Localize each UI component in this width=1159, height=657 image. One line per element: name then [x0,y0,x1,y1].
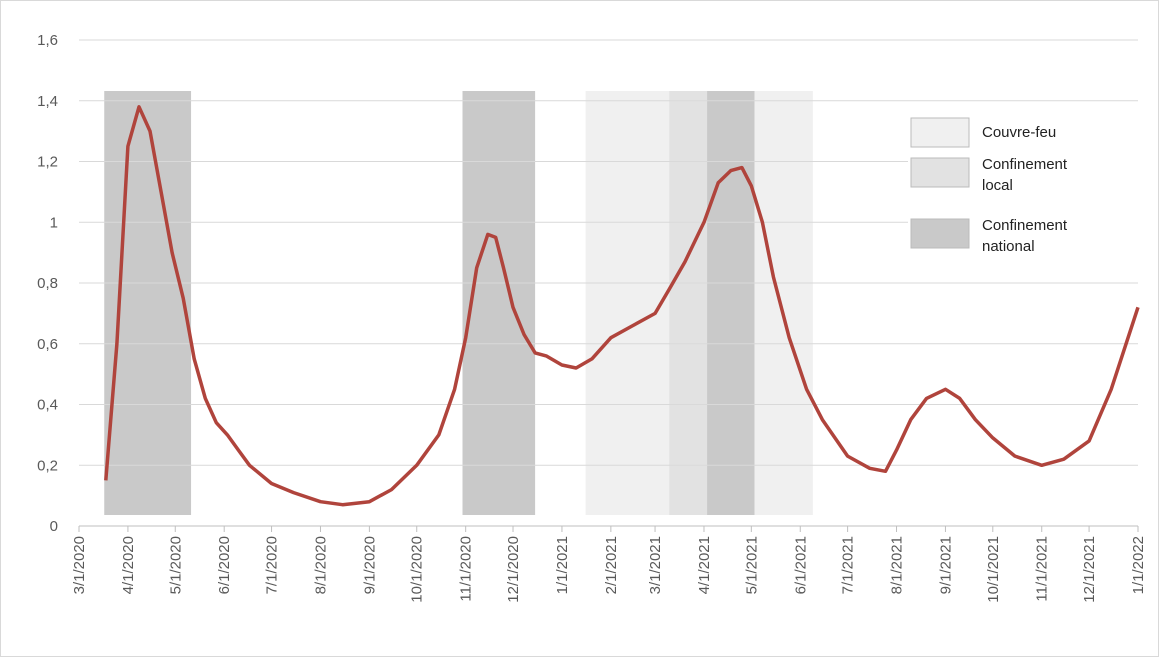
x-tick-label: 3/1/2020 [71,536,88,594]
x-tick-label: 3/1/2021 [647,536,664,594]
x-tick-label: 9/1/2021 [937,536,954,594]
y-tick-label: 1,4 [37,93,58,110]
x-tick-label: 4/1/2021 [696,536,713,594]
band [707,91,755,515]
x-tick-label: 1/1/2022 [1130,536,1147,594]
x-tick-label: 9/1/2020 [361,536,378,594]
y-tick-label: 0,2 [37,457,58,474]
x-tick-label: 7/1/2020 [264,536,281,594]
band [104,91,192,515]
x-tick-label: 8/1/2021 [889,536,906,594]
x-tick-label: 11/1/2021 [1034,536,1051,602]
x-tick-label: 12/1/2020 [505,536,522,603]
x-tick-label: 11/1/2020 [458,536,475,602]
x-tick-label: 6/1/2020 [216,536,233,594]
legend-swatch [910,218,970,249]
x-tick-label: 10/1/2021 [985,536,1002,603]
legend-swatch [910,157,970,188]
y-tick-label: 1,2 [37,154,58,171]
x-tick-label: 8/1/2020 [312,536,329,594]
legend-label: Confinement local [982,156,1068,194]
x-tick-label: 5/1/2020 [167,536,184,594]
x-tick-label: 12/1/2021 [1081,536,1098,603]
x-tick-label: 4/1/2020 [120,536,137,594]
y-tick-label: 1 [50,214,58,231]
x-tick-label: 1/1/2021 [554,536,571,594]
y-tick-label: 0,6 [37,336,58,353]
y-tick-label: 0 [50,518,58,535]
data-line [104,105,1140,507]
legend-label: Confinement national [982,217,1068,255]
y-tick-label: 0,4 [37,397,58,414]
y-tick-label: 1,6 [37,32,58,49]
x-tick-label: 5/1/2021 [743,536,760,594]
x-tick-label: 2/1/2021 [603,536,620,594]
band [462,91,536,515]
x-tick-label: 7/1/2021 [840,536,857,594]
legend-swatch [910,117,970,148]
y-tick-label: 0,8 [37,275,58,292]
legend-label: Couvre-feu [982,124,1057,141]
x-tick-label: 6/1/2021 [792,536,809,594]
x-tick-label: 10/1/2020 [409,536,426,603]
